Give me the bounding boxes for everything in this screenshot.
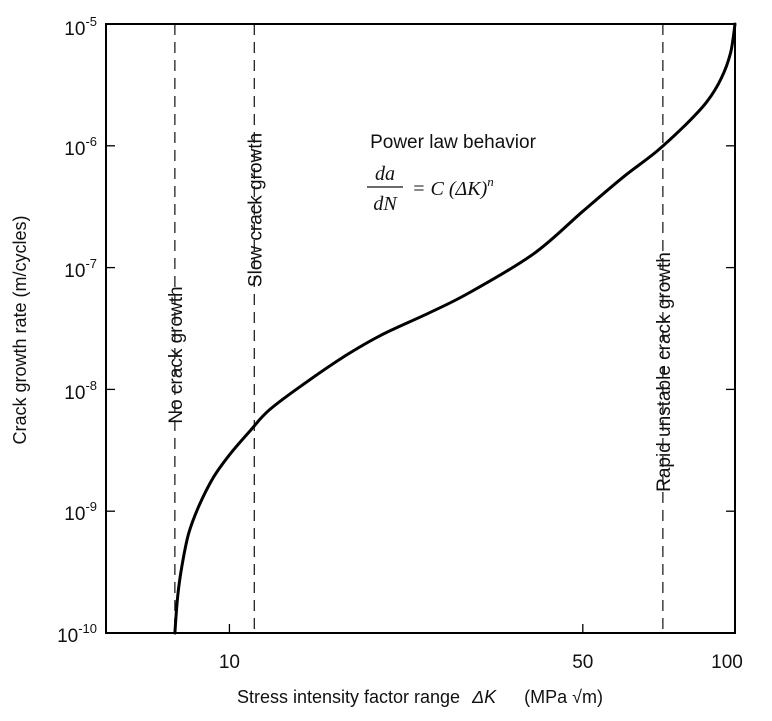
region-label-no-growth: No crack growth bbox=[166, 286, 187, 423]
power-law-formula: da dN = C (ΔK)n bbox=[367, 163, 494, 215]
boundary-lines bbox=[174, 24, 664, 633]
x-tick-labels: 10 50 100 bbox=[219, 652, 743, 673]
y-tick-label: 10-7 bbox=[64, 256, 97, 282]
region-label-rapid-growth: Rapid unstable crack growth bbox=[654, 252, 675, 492]
y-tick-label: 10-5 bbox=[64, 14, 97, 40]
x-axis-title: Stress intensity factor range ΔK (MPa √m) bbox=[237, 687, 603, 707]
y-tick-label: 10-10 bbox=[57, 621, 97, 647]
series-line bbox=[173, 22, 737, 635]
formula-rhs: = C (ΔK)n bbox=[412, 174, 494, 200]
formula-denominator: dN bbox=[373, 193, 398, 215]
formula-numerator: da bbox=[375, 163, 395, 185]
plot-frame bbox=[105, 23, 736, 634]
region-label-slow-growth: Slow crack growth bbox=[245, 133, 266, 287]
y-tick-labels: 10-10 10-9 10-8 10-7 10-6 10-5 bbox=[57, 14, 97, 647]
y-tick-label: 10-9 bbox=[64, 499, 97, 525]
y-tick-label: 10-8 bbox=[64, 378, 97, 404]
axis-ticks bbox=[106, 23, 736, 634]
x-tick-label: 10 bbox=[219, 652, 240, 673]
power-law-label: Power law behavior bbox=[370, 132, 536, 153]
x-tick-label: 50 bbox=[572, 652, 593, 673]
y-axis-title: Crack growth rate (m/cycles) bbox=[10, 215, 30, 444]
x-tick-label: 100 bbox=[711, 652, 743, 673]
y-tick-label: 10-6 bbox=[64, 134, 97, 160]
